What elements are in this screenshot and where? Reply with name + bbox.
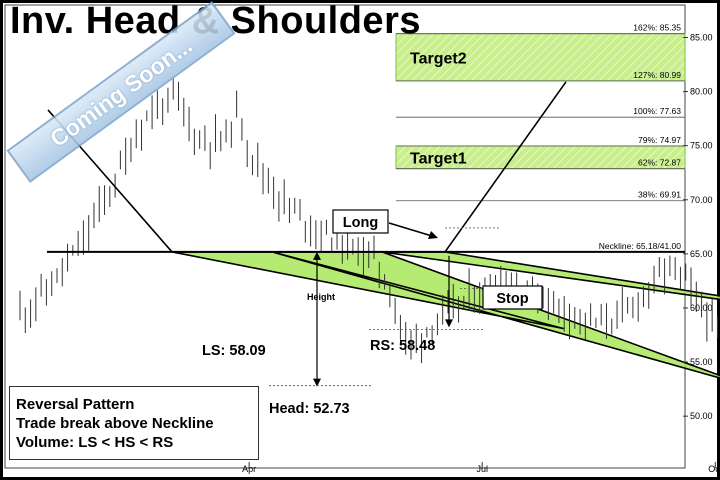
trough-label: RS: 58.48 (370, 338, 435, 354)
fib-level-label: 100%: 77.63 (633, 106, 681, 116)
long-callout-box (332, 209, 389, 234)
x-tick-label: Apr (242, 464, 256, 474)
long-callout-arrow (388, 222, 433, 237)
y-tick-label: 65.00 (690, 249, 713, 259)
note-volume: Volume: LS < HS < RS (16, 434, 174, 451)
fib-level-label: 62%: 72.87 (638, 158, 681, 168)
y-tick-label: 70.00 (690, 195, 713, 205)
y-tick-label: 50.00 (690, 411, 713, 421)
fib-level-label: 38%: 69.91 (638, 190, 681, 200)
notes-box: Reversal Pattern Trade break above Neckl… (9, 386, 259, 460)
long-callout-label: Long (343, 215, 378, 231)
target-zone-label: Target1 (410, 150, 467, 167)
projection-arrow-head (445, 319, 453, 328)
target-zone-label: Target2 (410, 50, 467, 67)
note-trade-break: Trade break above Neckline (16, 415, 214, 432)
neckline-label: Neckline: 65.18/41.00 (599, 241, 681, 251)
trough-label: LS: 58.09 (202, 343, 266, 359)
x-tick-label: Jul (476, 464, 488, 474)
fib-level-label: 79%: 74.97 (638, 135, 681, 145)
height-label: Height (307, 292, 335, 302)
note-reversal-pattern: Reversal Pattern (16, 396, 135, 413)
x-tick-label: Oct (708, 464, 720, 474)
height-arrow-head-top (313, 251, 321, 260)
height-arrow-head-bottom (313, 378, 321, 387)
breakout-trend-line (444, 81, 567, 253)
y-tick-label: 55.00 (690, 357, 713, 367)
long-callout-arrowhead (428, 231, 438, 239)
stop-callout-label: Stop (496, 291, 528, 307)
fib-level-label: 162%: 85.35 (633, 23, 681, 33)
fib-level-label: 127%: 80.99 (633, 70, 681, 80)
y-tick-label: 75.00 (690, 141, 713, 151)
y-tick-label: 80.00 (690, 87, 713, 97)
plot-area-border (4, 4, 686, 469)
stop-callout-box (482, 285, 543, 310)
y-tick-label: 60.00 (690, 303, 713, 313)
y-tick-label: 85.00 (690, 32, 713, 42)
inverse-head-shoulders-pattern (171, 251, 720, 379)
trough-label: Head: 52.73 (269, 401, 350, 417)
